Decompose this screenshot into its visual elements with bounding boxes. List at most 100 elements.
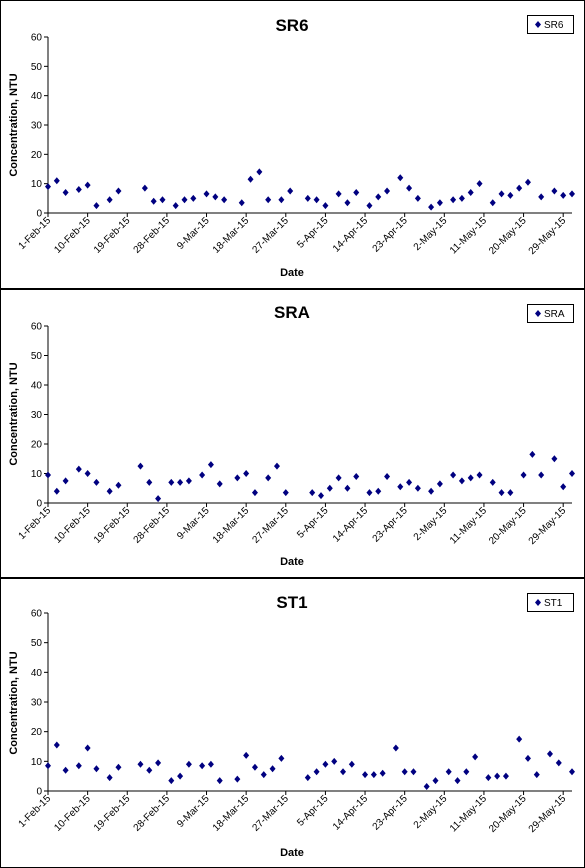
- legend: SRA: [527, 304, 574, 323]
- data-point: [238, 199, 245, 207]
- data-point: [406, 478, 413, 486]
- data-point: [45, 471, 51, 479]
- data-point: [494, 772, 501, 780]
- data-point: [172, 202, 179, 210]
- data-point: [216, 480, 223, 488]
- data-point: [155, 759, 162, 767]
- data-point: [212, 193, 219, 201]
- data-point: [472, 753, 479, 761]
- data-point: [370, 771, 377, 779]
- y-tick-label: 30: [31, 121, 43, 132]
- chart-svg: SR6 Concentration, NTU Date SR6 0 10 20 30 4…: [0, 0, 585, 289]
- data-point: [115, 481, 122, 489]
- data-point: [177, 772, 184, 780]
- legend-marker: [535, 21, 541, 28]
- data-point: [414, 484, 421, 492]
- data-point: [84, 470, 91, 477]
- legend-box: [527, 593, 574, 612]
- data-point: [476, 471, 483, 479]
- y-tick-label: 50: [31, 62, 43, 73]
- data-point: [93, 202, 100, 210]
- data-point: [524, 178, 531, 186]
- data-point: [397, 483, 404, 491]
- data-point: [476, 180, 483, 188]
- chart-title: SR6: [275, 16, 308, 35]
- data-point: [375, 487, 382, 495]
- legend-marker: [535, 310, 541, 317]
- data-point: [414, 194, 421, 202]
- y-tick-label: 0: [36, 499, 42, 510]
- data-point: [551, 187, 558, 195]
- data-point: [344, 484, 351, 492]
- data-point: [106, 487, 113, 495]
- data-point: [458, 194, 465, 202]
- data-point: [221, 196, 228, 204]
- data-point: [520, 471, 527, 479]
- data-point: [185, 760, 192, 768]
- data-point: [322, 760, 329, 768]
- data-point: [392, 744, 399, 752]
- data-point: [53, 177, 60, 185]
- legend-label: SRA: [544, 309, 565, 320]
- data-point: [344, 199, 351, 207]
- data-point: [256, 168, 263, 176]
- data-point: [366, 202, 373, 210]
- chart-title: ST1: [276, 593, 307, 612]
- y-axis-label: Concentration, NTU: [8, 651, 20, 754]
- data-point: [436, 199, 443, 207]
- data-point: [137, 760, 144, 768]
- data-point: [168, 777, 175, 785]
- data-point: [560, 483, 567, 491]
- data-point: [406, 184, 413, 192]
- chart-title: SRA: [274, 303, 310, 322]
- data-point: [313, 768, 320, 776]
- data-point: [318, 492, 325, 500]
- data-point: [533, 771, 540, 779]
- data-point: [340, 768, 347, 776]
- data-point: [137, 462, 144, 470]
- data-point: [155, 495, 162, 503]
- panel-border: [0, 289, 585, 578]
- y-tick-label: 60: [31, 322, 43, 333]
- data-point: [53, 741, 60, 749]
- chart-svg: SRA Concentration, NTU Date SRA 0 10 20 30 4…: [0, 289, 585, 578]
- data-point: [335, 474, 342, 482]
- data-point: [150, 197, 157, 205]
- legend-box: [527, 15, 574, 34]
- data-point: [62, 477, 69, 485]
- data-point: [463, 768, 470, 776]
- y-tick-label: 20: [31, 727, 43, 738]
- data-point: [502, 772, 509, 780]
- legend: ST1: [527, 593, 574, 612]
- data-point: [428, 203, 435, 211]
- data-point: [516, 184, 523, 192]
- chart-svg: ST1 Concentration, NTU Date ST1 0 10 20 30 4…: [0, 578, 585, 868]
- y-tick-label: 50: [31, 351, 43, 362]
- data-point: [445, 768, 452, 776]
- data-point: [115, 763, 122, 771]
- data-point: [115, 187, 122, 195]
- y-tick-label: 60: [31, 609, 43, 620]
- data-point: [450, 471, 457, 479]
- y-axis-label: Concentration, NTU: [8, 73, 20, 176]
- y-tick-label: 50: [31, 638, 43, 649]
- data-point: [190, 194, 197, 202]
- data-point: [498, 190, 505, 198]
- data-point: [243, 470, 250, 477]
- chart-panel-sra: SRA Concentration, NTU Date SRA 0 10 20 30 4…: [0, 289, 585, 578]
- data-point: [353, 188, 360, 196]
- data-point: [489, 478, 496, 486]
- data-point: [366, 489, 373, 497]
- y-tick-label: 20: [31, 150, 43, 161]
- data-point: [207, 461, 214, 469]
- data-point: [278, 754, 285, 762]
- chart-panel-st1: ST1 Concentration, NTU Date ST1 0 10 20 30 4…: [0, 578, 585, 868]
- panel-border: [0, 0, 585, 289]
- y-tick-label: 40: [31, 381, 43, 392]
- data-point: [326, 484, 333, 492]
- data-point: [432, 777, 439, 785]
- data-point: [181, 196, 188, 204]
- data-point: [243, 751, 250, 759]
- data-point: [516, 735, 523, 743]
